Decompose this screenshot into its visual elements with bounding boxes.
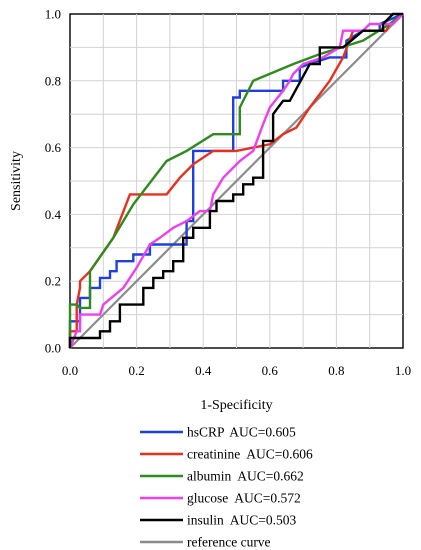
legend-series-name: albumin bbox=[187, 469, 231, 484]
grid-lines bbox=[70, 14, 403, 348]
x-tick-label: 0.0 bbox=[62, 363, 78, 378]
x-tick-label: 1.0 bbox=[395, 363, 411, 378]
legend-label-albumin: albumin AUC=0.662 bbox=[187, 469, 304, 484]
y-axis-label: Sensitivity bbox=[9, 151, 24, 211]
x-tick-label: 0.4 bbox=[195, 363, 212, 378]
y-tick-label: 0.0 bbox=[45, 341, 61, 356]
legend-series-name: glucose bbox=[187, 491, 228, 506]
x-tick-label: 0.2 bbox=[128, 363, 144, 378]
legend-auc-value: AUC=0.662 bbox=[237, 469, 304, 484]
series-line-reference-curve bbox=[69, 13, 404, 349]
x-axis-label: 1-Specificity bbox=[200, 398, 272, 413]
legend-auc-value: AUC=0.503 bbox=[230, 513, 297, 528]
legend-series-name: reference curve bbox=[187, 535, 271, 550]
legend: hsCRP AUC=0.605 creatinine AUC=0.606 albumin… bbox=[140, 425, 313, 550]
legend-series-name: hsCRP bbox=[187, 425, 224, 440]
y-tick-label: 0.4 bbox=[45, 207, 62, 222]
legend-label-glucose: glucose AUC=0.572 bbox=[187, 491, 301, 506]
legend-series-name: insulin bbox=[187, 513, 224, 528]
series-line-glucose bbox=[68, 13, 404, 349]
y-tick-label: 0.2 bbox=[45, 274, 61, 289]
legend-series-name: creatinine bbox=[187, 447, 240, 462]
legend-label-reference-curve: reference curve bbox=[187, 535, 271, 550]
legend-auc-value: AUC=0.606 bbox=[246, 447, 313, 462]
y-tick-label: 1.0 bbox=[45, 7, 61, 22]
y-tick-label: 0.8 bbox=[45, 73, 61, 88]
series-line-creatinine bbox=[68, 13, 404, 348]
y-tick-labels: 0.0 0.2 0.4 0.6 0.8 1.0 bbox=[45, 7, 62, 356]
x-tick-label: 0.8 bbox=[328, 363, 344, 378]
series-line-insulin bbox=[68, 12, 403, 348]
series-line-albumin bbox=[68, 13, 404, 348]
legend-auc-value: AUC=0.605 bbox=[229, 425, 296, 440]
legend-label-hsCRP: hsCRP AUC=0.605 bbox=[187, 425, 296, 440]
x-tick-label: 0.6 bbox=[262, 363, 279, 378]
series-layer bbox=[68, 12, 404, 349]
y-tick-label: 0.6 bbox=[45, 140, 62, 155]
x-tick-labels: 0.0 0.2 0.4 0.6 0.8 1.0 bbox=[62, 363, 411, 378]
legend-label-insulin: insulin AUC=0.503 bbox=[187, 513, 297, 528]
legend-auc-value: AUC=0.572 bbox=[234, 491, 301, 506]
legend-label-creatinine: creatinine AUC=0.606 bbox=[187, 447, 313, 462]
